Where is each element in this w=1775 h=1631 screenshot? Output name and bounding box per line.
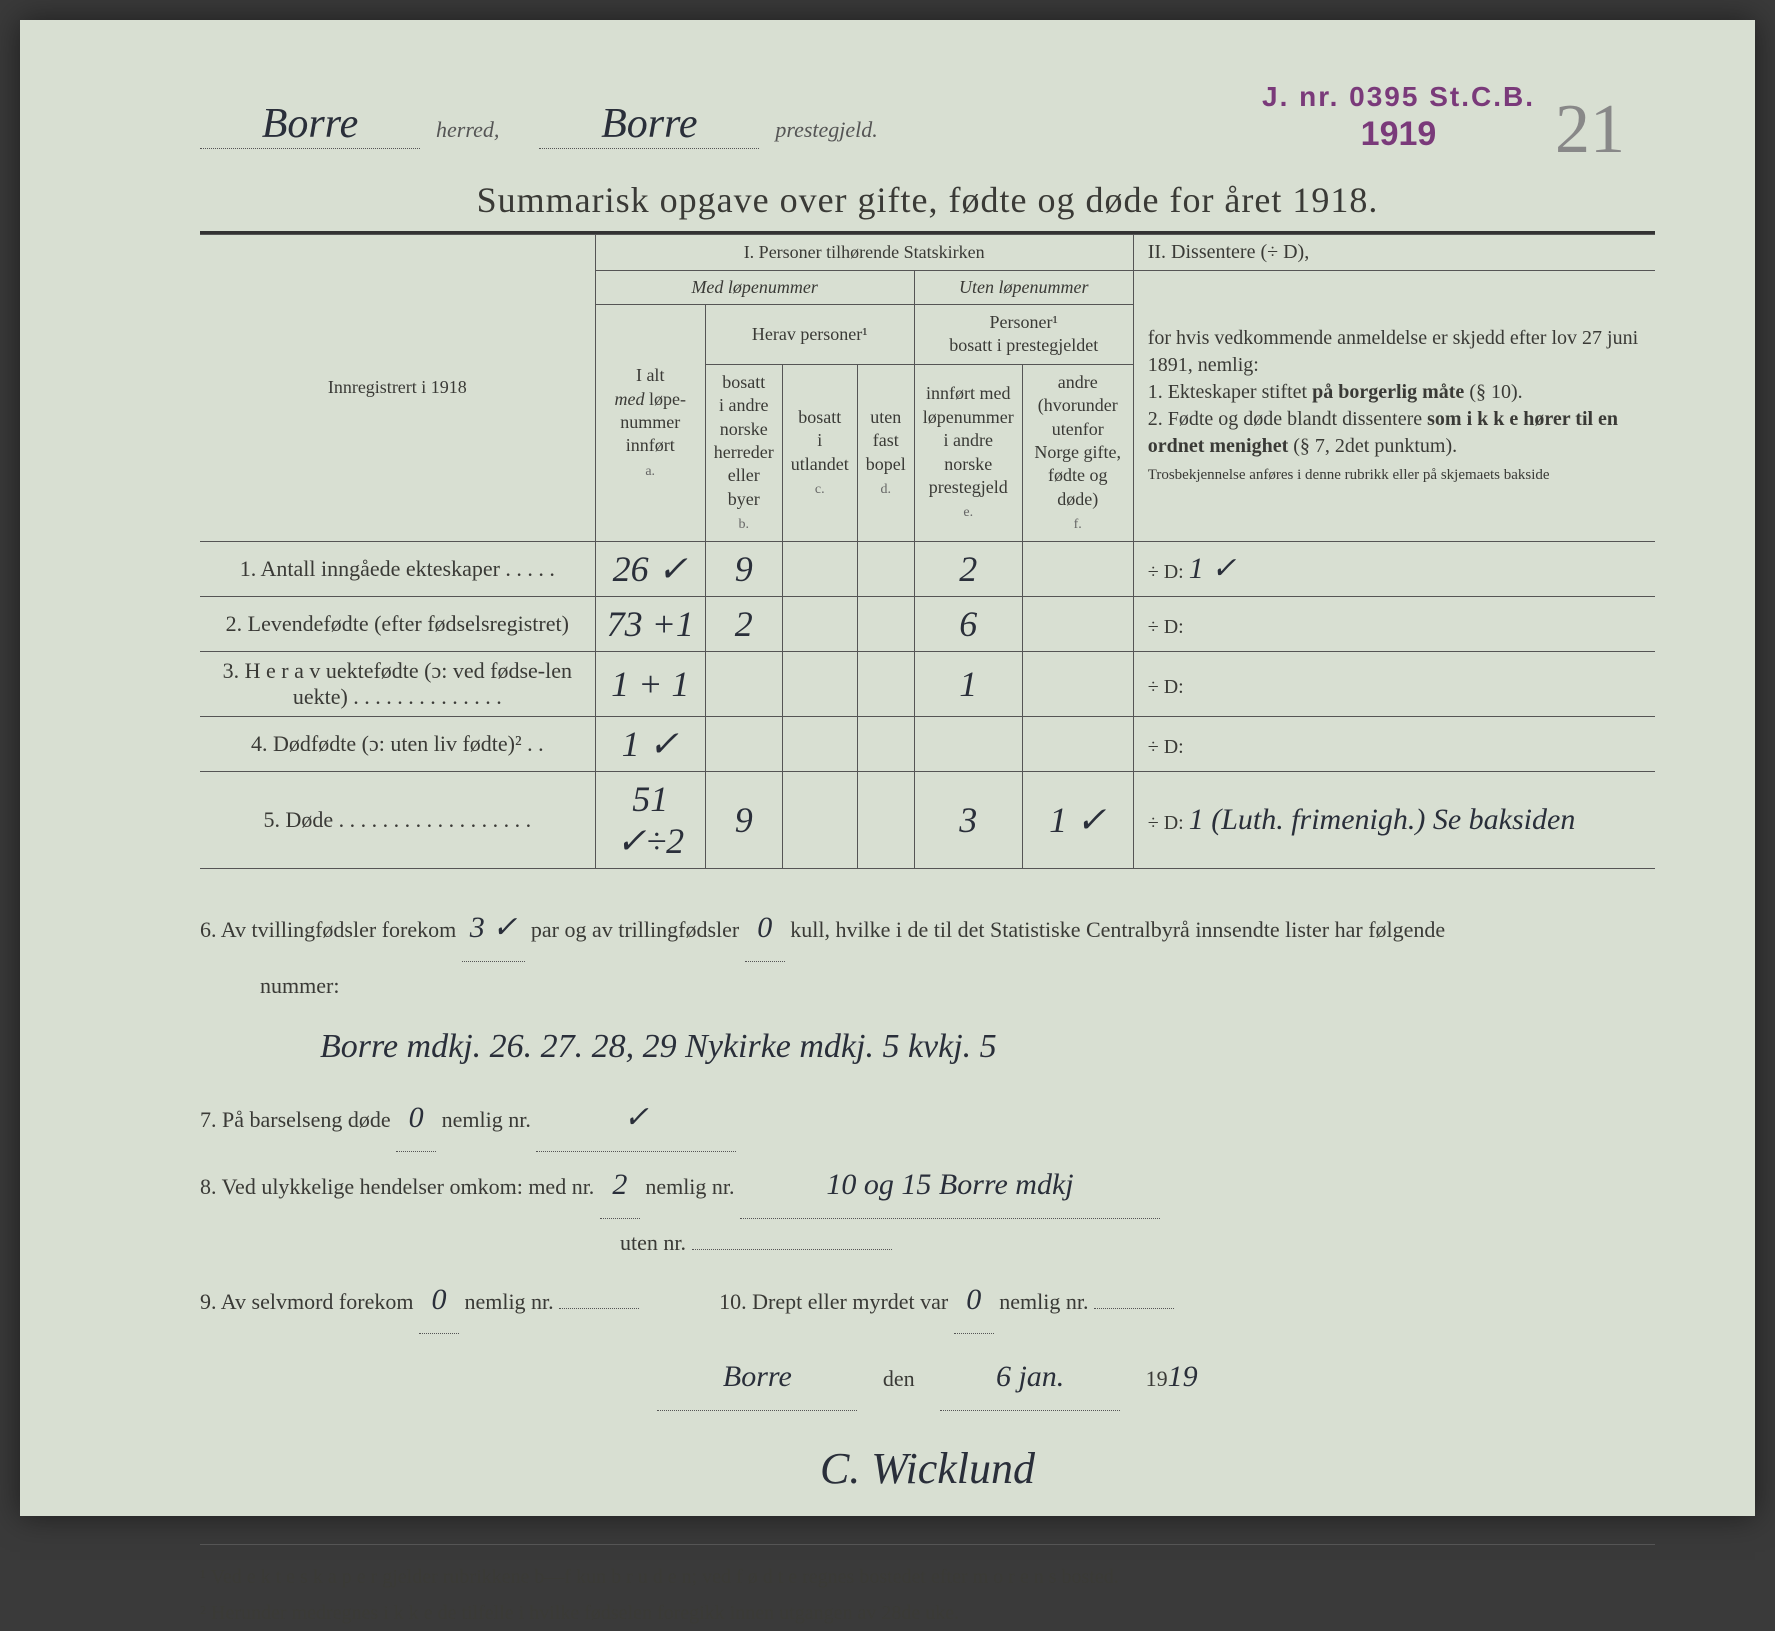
cell-b: [705, 716, 782, 771]
cell-e: 1: [914, 651, 1022, 716]
cell-a: 1 + 1: [595, 651, 705, 716]
cell-c: [782, 541, 857, 596]
twins-count: 3 ✓: [462, 895, 526, 962]
table-row: 4. Dødfødte (ɔ: uten liv fødte)² . .1 ✓ ÷…: [200, 716, 1655, 771]
cell-f: [1022, 596, 1133, 651]
col-a-header: I altmed løpe-nummerinnførta.: [595, 305, 705, 542]
stamp-line1: J. nr. 0395 St.C.B.: [1262, 80, 1535, 114]
row-label: 3. H e r a v uektefødte (ɔ: ved fødse-le…: [200, 651, 595, 716]
left-header: Innregistrert i 1918: [200, 235, 595, 542]
cell-c: [782, 651, 857, 716]
document-page: Borre herred, Borre prestegjeld. J. nr. …: [20, 20, 1755, 1516]
lower-section: 6. Av tvillingfødsler forekom 3 ✓ par og…: [200, 895, 1655, 1518]
cell-g: ÷ D:: [1133, 596, 1655, 651]
table-row: 3. H e r a v uektefødte (ɔ: ved fødse-le…: [200, 651, 1655, 716]
row-label: 5. Døde . . . . . . . . . . . . . . . . …: [200, 771, 595, 868]
date: 6 jan.: [940, 1344, 1120, 1411]
cell-e: 6: [914, 596, 1022, 651]
line6b: nummer:: [200, 962, 1655, 1010]
table-row: 1. Antall inngåede ekteskaper . . . . .2…: [200, 541, 1655, 596]
section1-header: I. Personer tilhørende Statskirken: [595, 235, 1133, 271]
col-b-header: bosatti andrenorskeherrederellerbyerb.: [705, 364, 782, 541]
page-number: 21: [1555, 90, 1625, 170]
col-c-header: bosattiutlandetc.: [782, 364, 857, 541]
cell-f: 1 ✓: [1022, 771, 1133, 868]
footnotes: ¹ Ved e k t e s k a p e r gjelder rubrik…: [200, 1559, 1655, 1631]
cell-e: 2: [914, 541, 1022, 596]
signature: C. Wicklund: [200, 1421, 1655, 1518]
cell-g: ÷ D:: [1133, 651, 1655, 716]
year-suffix: 19: [1168, 1360, 1198, 1393]
line8-hand: 10 og 15 Borre mdkj: [740, 1152, 1160, 1219]
place: Borre: [657, 1344, 857, 1411]
uten-lope-header: Uten løpenummer: [914, 271, 1133, 305]
triplets-count: 0: [745, 895, 785, 962]
row-label: 1. Antall inngåede ekteskaper . . . . .: [200, 541, 595, 596]
registry-stamp: J. nr. 0395 St.C.B. 1919: [1262, 80, 1535, 154]
line7: 7. På barselseng døde 0 nemlig nr. ✓: [200, 1085, 1655, 1152]
cell-f: [1022, 651, 1133, 716]
document-title: Summarisk opgave over gifte, fødte og dø…: [200, 179, 1655, 221]
header-line: Borre herred, Borre prestegjeld. J. nr. …: [200, 100, 1655, 149]
col-d-header: utenfastbopeld.: [857, 364, 914, 541]
dissenter-text: for hvis vedkommende anmeldelse er skjed…: [1133, 271, 1655, 542]
col-f-header: andre(hvorunderutenforNorge gifte,fødte …: [1022, 364, 1133, 541]
line6-hand: Borre mdkj. 26. 27. 28, 29 Nykirke mdkj.…: [200, 1010, 1655, 1085]
herred-label: herred,: [436, 117, 499, 143]
cell-c: [782, 596, 857, 651]
stamp-line2: 1919: [1262, 114, 1535, 155]
table-row: 5. Døde . . . . . . . . . . . . . . . . …: [200, 771, 1655, 868]
cell-d: [857, 716, 914, 771]
cell-e: 3: [914, 771, 1022, 868]
footnote-rule: [200, 1544, 1655, 1545]
cell-g: ÷ D: 1 (Luth. frimenigh.) Se baksiden: [1133, 771, 1655, 868]
personer-bosatt-header: Personer¹bosatt i prestegjeldet: [914, 305, 1133, 365]
cell-b: 9: [705, 771, 782, 868]
line6: 6. Av tvillingfødsler forekom 3 ✓ par og…: [200, 895, 1655, 962]
cell-g: ÷ D: 1 ✓: [1133, 541, 1655, 596]
cell-b: 2: [705, 596, 782, 651]
table-row: 2. Levendefødte (efter fødselsregistret)…: [200, 596, 1655, 651]
date-signature-line: Borre den 6 jan. 1919: [200, 1344, 1655, 1411]
footnote-1: ¹ Ved e k t e s k a p e r gjelder rubrik…: [200, 1559, 1655, 1595]
line8: 8. Ved ulykkelige hendelser omkom: med n…: [200, 1152, 1655, 1219]
cell-a: 1 ✓: [595, 716, 705, 771]
line9-val: 0: [419, 1267, 459, 1334]
col-e-header: innført medløpenummeri andrenorskepreste…: [914, 364, 1022, 541]
herav-header: Herav personer¹: [705, 305, 914, 365]
cell-c: [782, 716, 857, 771]
med-lope-header: Med løpenummer: [595, 271, 914, 305]
cell-e: [914, 716, 1022, 771]
prestegjeld-value: Borre: [539, 100, 759, 149]
footnote-2: ² Herunder medregnes i k k e de tilfelle…: [200, 1595, 1655, 1631]
cell-d: [857, 596, 914, 651]
line10-val: 0: [954, 1267, 994, 1334]
herred-value: Borre: [200, 100, 420, 149]
row-label: 2. Levendefødte (efter fødselsregistret): [200, 596, 595, 651]
line8-val: 2: [600, 1152, 640, 1219]
cell-d: [857, 651, 914, 716]
line8-uten: uten nr.: [200, 1219, 1655, 1267]
cell-b: 9: [705, 541, 782, 596]
line7-val: 0: [396, 1085, 436, 1152]
prestegjeld-label: prestegjeld.: [775, 117, 877, 143]
cell-d: [857, 771, 914, 868]
cell-g: ÷ D:: [1133, 716, 1655, 771]
cell-b: [705, 651, 782, 716]
cell-a: 51 ✓÷2: [595, 771, 705, 868]
cell-f: [1022, 541, 1133, 596]
cell-a: 26 ✓: [595, 541, 705, 596]
line9-10: 9. Av selvmord forekom 0 nemlig nr. 10. …: [200, 1267, 1655, 1334]
main-table: Innregistrert i 1918 I. Personer tilhøre…: [200, 234, 1655, 869]
row-label: 4. Dødfødte (ɔ: uten liv fødte)² . .: [200, 716, 595, 771]
cell-a: 73 +1: [595, 596, 705, 651]
cell-c: [782, 771, 857, 868]
cell-f: [1022, 716, 1133, 771]
cell-d: [857, 541, 914, 596]
line7-hand: ✓: [536, 1085, 736, 1152]
section2-header: II. Dissentere (÷ D),: [1133, 235, 1655, 271]
